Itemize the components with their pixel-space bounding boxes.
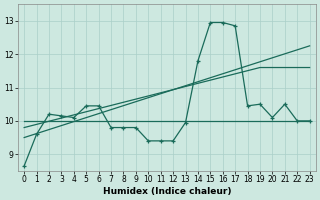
X-axis label: Humidex (Indice chaleur): Humidex (Indice chaleur): [103, 187, 231, 196]
